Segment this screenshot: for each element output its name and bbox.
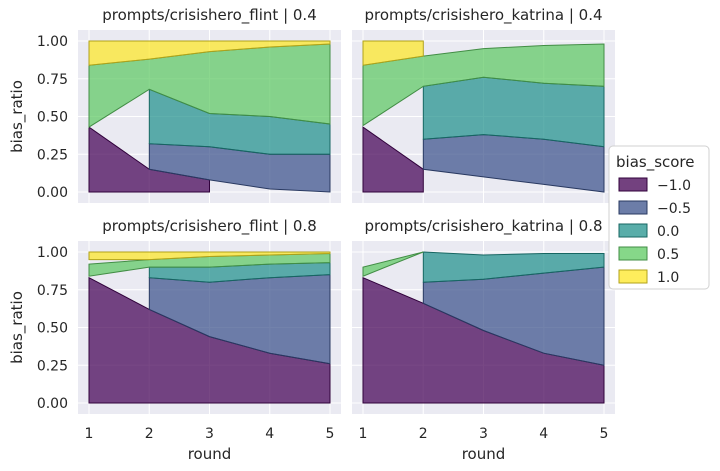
x-tick-label: 1 xyxy=(359,426,368,442)
panel-title: prompts/crisishero_flint | 0.4 xyxy=(102,6,317,25)
x-tick-label: 5 xyxy=(326,426,335,442)
panel-3: prompts/crisishero_flint | 0.8 0.00 0.25 0.… xyxy=(8,217,341,463)
legend-swatch xyxy=(618,246,648,261)
panels-layer: prompts/crisishero_flint | 0.4 0.00 0.25 0.… xyxy=(8,6,615,463)
legend-label: −0.5 xyxy=(657,201,691,217)
y-tick-label: 1.00 xyxy=(37,245,68,261)
y-tick-label: 0.00 xyxy=(37,396,68,412)
y-tick-label: 0.50 xyxy=(37,110,68,126)
x-tick-label: 3 xyxy=(205,426,214,442)
y-tick-label: 1.00 xyxy=(37,34,68,50)
legend-label: −1.0 xyxy=(657,178,691,194)
x-tick-label: 5 xyxy=(600,426,609,442)
y-tick-label: 0.00 xyxy=(37,185,68,201)
y-axis-label: bias_ratio xyxy=(8,291,27,364)
ribbon-score-0.5 xyxy=(362,43,605,127)
ribbon-score-1 xyxy=(88,40,331,66)
ribbon-score-1 xyxy=(362,40,424,66)
panel-title: prompts/crisishero_katrina | 0.4 xyxy=(364,6,602,25)
ribbon-score--1 xyxy=(362,126,424,193)
ribbon-score-1 xyxy=(88,251,331,261)
y-tick-label: 0.50 xyxy=(37,321,68,337)
legend: bias_score −1.0 −0.5 0.0 0.5 1.0 xyxy=(608,145,710,290)
ribbon-score-0 xyxy=(422,76,605,148)
ribbon-score-0 xyxy=(422,251,605,283)
panel-2: prompts/crisishero_katrina | 0.4 xyxy=(352,6,615,203)
legend-swatch xyxy=(618,269,648,284)
x-tick-label: 4 xyxy=(265,426,274,442)
legend-title: bias_score xyxy=(616,153,695,172)
legend-swatch xyxy=(618,223,648,238)
y-tick-label: 0.25 xyxy=(37,147,68,163)
x-axis-label: round xyxy=(462,445,506,463)
y-axis-label: bias_ratio xyxy=(8,80,27,153)
x-axis-label: round xyxy=(188,445,232,463)
ribbon-score-0.5 xyxy=(362,251,424,277)
x-tick-label: 1 xyxy=(85,426,94,442)
x-tick-label: 2 xyxy=(145,426,154,442)
legend-swatch xyxy=(618,200,648,215)
panel-4: prompts/crisishero_katrina | 0.8 1 2 3 4 5 rou… xyxy=(352,217,615,463)
panel-title: prompts/crisishero_flint | 0.8 xyxy=(102,217,317,236)
y-tick-label: 0.75 xyxy=(37,72,68,88)
y-tick-label: 0.75 xyxy=(37,283,68,299)
y-tick-label: 0.25 xyxy=(37,358,68,374)
legend-label: 0.0 xyxy=(657,224,679,240)
x-tick-label: 2 xyxy=(419,426,428,442)
panel-1: prompts/crisishero_flint | 0.4 0.00 0.25 0.… xyxy=(8,6,341,203)
legend-label: 1.0 xyxy=(657,270,679,286)
legend-swatch xyxy=(618,177,648,192)
x-tick-label: 4 xyxy=(539,426,548,442)
legend-label: 0.5 xyxy=(657,247,679,263)
panel-title: prompts/crisishero_katrina | 0.8 xyxy=(364,217,602,236)
x-tick-label: 3 xyxy=(479,426,488,442)
